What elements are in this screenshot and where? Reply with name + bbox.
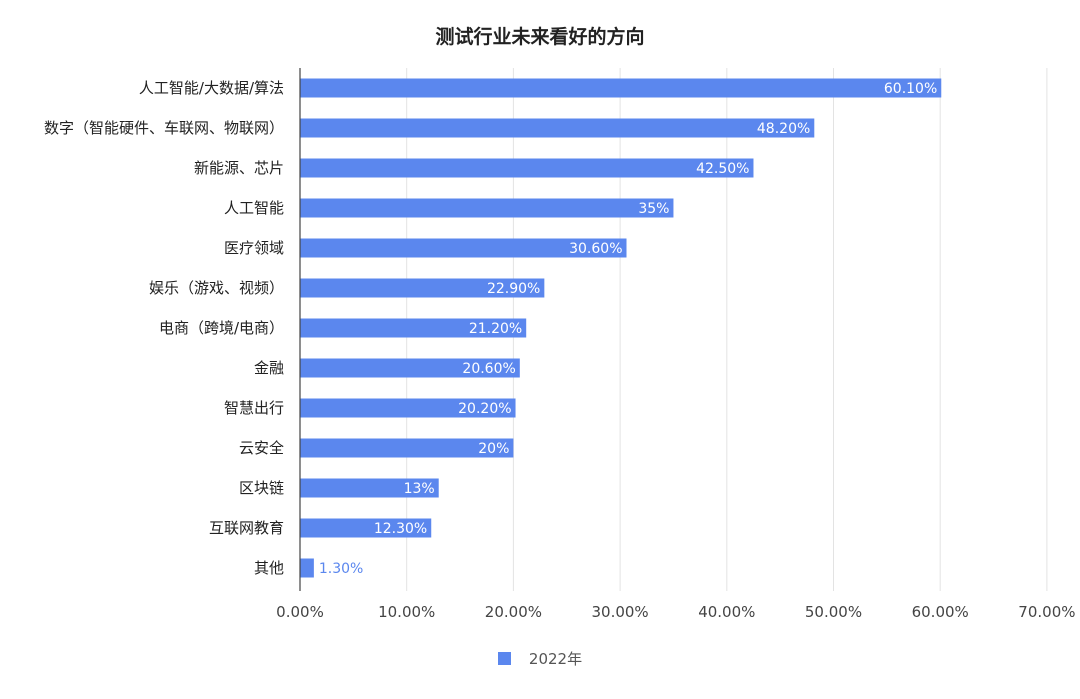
x-tick-label: 20.00% bbox=[485, 603, 542, 621]
category-label: 其他 bbox=[254, 559, 284, 577]
legend-label: 2022年 bbox=[528, 650, 583, 668]
data-label: 1.30% bbox=[319, 561, 363, 577]
data-label: 20.60% bbox=[462, 361, 515, 377]
x-tick-label: 50.00% bbox=[805, 603, 862, 621]
bar bbox=[300, 158, 754, 178]
category-label: 人工智能 bbox=[224, 199, 284, 217]
x-tick-label: 30.00% bbox=[591, 603, 648, 621]
bar bbox=[300, 558, 314, 578]
legend: 2022年 bbox=[0, 648, 1080, 669]
data-label: 30.60% bbox=[569, 241, 622, 257]
bar bbox=[300, 398, 516, 418]
bar bbox=[300, 78, 942, 98]
category-label: 数字（智能硬件、车联网、物联网） bbox=[44, 119, 284, 137]
category-label: 娱乐（游戏、视频） bbox=[149, 279, 284, 297]
category-label: 电商（跨境/电商） bbox=[159, 319, 284, 337]
bar bbox=[300, 358, 520, 378]
bar bbox=[300, 318, 527, 338]
data-label: 48.20% bbox=[757, 121, 810, 137]
data-label: 60.10% bbox=[884, 81, 937, 97]
data-label: 22.90% bbox=[487, 281, 540, 297]
category-label: 新能源、芯片 bbox=[194, 159, 284, 177]
x-tick-label: 60.00% bbox=[912, 603, 969, 621]
category-label: 金融 bbox=[254, 359, 284, 377]
data-label: 35% bbox=[638, 201, 669, 217]
data-label: 42.50% bbox=[696, 161, 749, 177]
category-label: 智慧出行 bbox=[224, 399, 284, 417]
bar bbox=[300, 198, 674, 218]
bar bbox=[300, 438, 514, 458]
x-tick-label: 40.00% bbox=[698, 603, 755, 621]
category-label: 人工智能/大数据/算法 bbox=[139, 79, 284, 97]
bar bbox=[300, 478, 439, 498]
category-label: 云安全 bbox=[239, 439, 284, 457]
data-label: 20% bbox=[478, 441, 509, 457]
legend-swatch bbox=[497, 652, 511, 665]
data-label: 20.20% bbox=[458, 401, 511, 417]
x-tick-label: 70.00% bbox=[1018, 603, 1075, 621]
data-label: 12.30% bbox=[374, 521, 427, 537]
data-label: 21.20% bbox=[469, 321, 522, 337]
bar bbox=[300, 118, 815, 138]
category-label: 互联网教育 bbox=[209, 519, 284, 537]
category-label: 医疗领域 bbox=[224, 239, 284, 257]
x-tick-label: 10.00% bbox=[378, 603, 435, 621]
chart-title: 测试行业未来看好的方向 bbox=[435, 26, 645, 48]
bar bbox=[300, 278, 545, 298]
x-tick-label: 0.00% bbox=[276, 603, 324, 621]
category-label: 区块链 bbox=[239, 479, 284, 497]
bar bbox=[300, 518, 432, 538]
bar bbox=[300, 238, 627, 258]
data-label: 13% bbox=[404, 481, 435, 497]
